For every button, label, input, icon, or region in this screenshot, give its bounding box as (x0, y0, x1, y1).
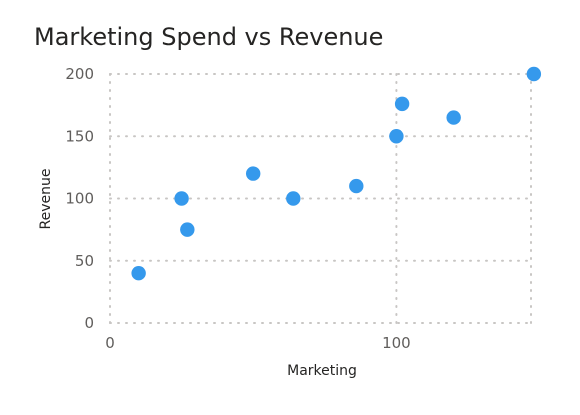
gridlines (109, 73, 533, 324)
data-point (245, 166, 261, 181)
x-axis-title: Marketing (287, 363, 357, 379)
data-point (526, 66, 542, 82)
data-point (349, 178, 364, 194)
y-axis-title: Revenue (38, 169, 54, 230)
y-tick-label: 150 (65, 127, 94, 145)
data-points (131, 66, 542, 281)
y-tick-label: 0 (84, 314, 94, 332)
x-axis-tick-labels: 0 100 (105, 334, 410, 352)
y-axis-tick-labels: 0 50 100 150 200 (65, 65, 94, 332)
data-point (389, 129, 404, 144)
data-point (446, 110, 461, 125)
x-tick-label: 0 (105, 334, 115, 352)
y-tick-label: 200 (65, 65, 94, 83)
x-tick-label: 100 (382, 334, 411, 352)
data-point (174, 191, 189, 206)
data-point (180, 222, 195, 237)
data-point (286, 191, 301, 206)
data-point (131, 266, 146, 281)
y-tick-label: 50 (75, 252, 94, 270)
chart-title: Marketing Spend vs Revenue (34, 23, 384, 51)
y-tick-label: 100 (65, 190, 94, 208)
data-point (394, 96, 410, 112)
